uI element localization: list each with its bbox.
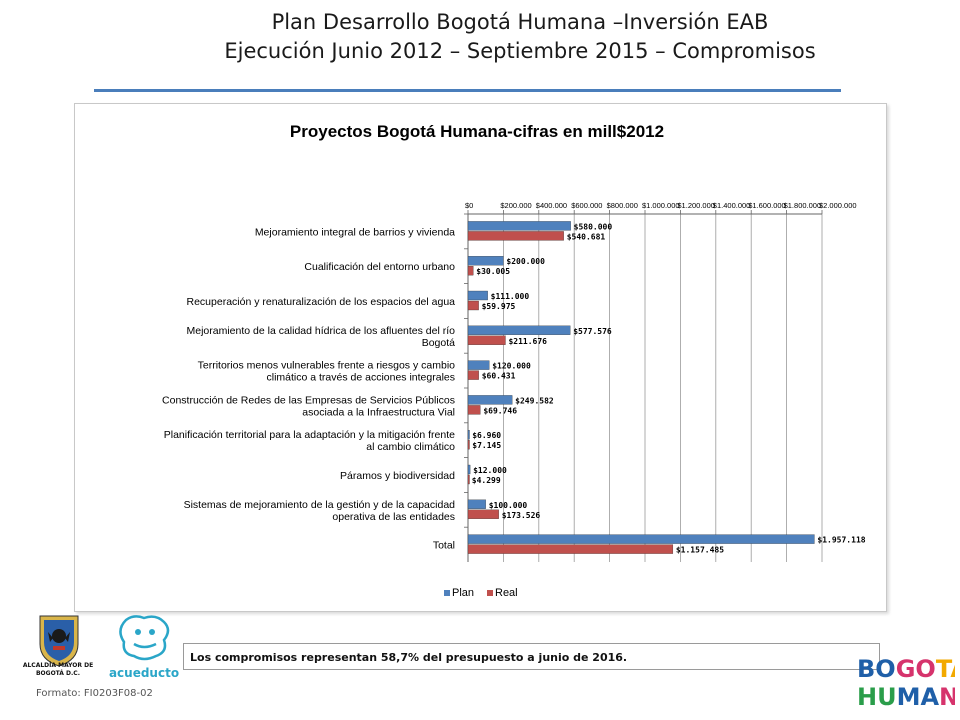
data-label-real: $211.676 — [508, 337, 547, 346]
legend-swatch-plan — [444, 590, 450, 596]
category-label: Páramos y biodiversidad — [340, 470, 455, 482]
legend-label-plan: Plan — [452, 587, 474, 599]
data-label-real: $60.431 — [482, 372, 516, 381]
bar-plan — [467, 221, 571, 231]
data-label-real: $173.526 — [502, 511, 541, 520]
bar-real — [467, 544, 674, 554]
chart-panel: Proyectos Bogotá Humana-cifras en mill$2… — [74, 103, 887, 612]
category-label: Construcción de Redes de las Empresas de… — [162, 394, 455, 406]
x-tick-label: $1.200.000 — [677, 201, 715, 210]
svg-text:BOGOTÁ: BOGOTÁ — [857, 654, 955, 683]
data-label-plan: $1.957.118 — [817, 536, 865, 545]
data-label-plan: $249.582 — [515, 396, 554, 405]
title-divider — [94, 89, 841, 92]
bar-real — [467, 405, 481, 415]
bar-plan — [467, 360, 490, 370]
bar-plan — [467, 395, 513, 405]
x-tick-label: $200.000 — [500, 201, 531, 210]
bar-plan — [467, 464, 471, 475]
acueducto-logo-text: acueducto — [108, 666, 180, 680]
chart-title: Proyectos Bogotá Humana-cifras en mill$2… — [290, 122, 664, 141]
category-label: Mejoramiento de la calidad hídrica de lo… — [187, 325, 456, 337]
category-label: Mejoramiento integral de barrios y vivie… — [255, 226, 455, 238]
bar-real — [467, 231, 564, 241]
bar-plan — [467, 534, 815, 544]
bar-chart: Proyectos Bogotá Humana-cifras en mill$2… — [162, 122, 866, 599]
data-label-plan: $577.576 — [573, 327, 612, 336]
category-label: Recuperación y renaturalización de los e… — [187, 296, 456, 308]
bar-plan — [467, 290, 488, 301]
bar-plan — [467, 430, 470, 440]
x-tick-label: $1.800.000 — [784, 201, 822, 210]
formato-code: Formato: FI0203F08-02 — [36, 688, 153, 699]
slide-title-line1: Plan Desarrollo Bogotá Humana –Inversión… — [271, 10, 769, 34]
svg-text:HUMANA: HUMANA — [857, 683, 955, 711]
x-tick-label: $800.000 — [607, 201, 638, 210]
data-label-real: $540.681 — [567, 232, 606, 241]
bar-real — [467, 440, 470, 450]
x-tick-label: $1.600.000 — [748, 201, 786, 210]
data-label-real: $1.157.485 — [676, 546, 724, 555]
data-label-real: $59.975 — [482, 302, 516, 311]
alcaldia-logo-text: ALCALDÍA MAYOR DE BOGOTÁ D.C. — [22, 662, 94, 677]
bar-real — [467, 335, 506, 345]
category-label: Cualificación del entorno urbano — [304, 261, 455, 273]
category-label: Bogotá — [422, 337, 455, 349]
data-label-plan: $100.000 — [489, 501, 528, 510]
bar-real — [467, 509, 499, 519]
x-tick-label: $400.000 — [536, 201, 567, 210]
category-label: Territorios menos vulnerables frente a r… — [198, 360, 456, 372]
x-tick-label: $0 — [465, 201, 473, 210]
category-label: al cambio climático — [366, 441, 455, 453]
data-label-real: $69.746 — [483, 406, 517, 415]
slide-title: Plan Desarrollo Bogotá Humana –Inversión… — [0, 8, 960, 66]
data-label-plan: $12.000 — [473, 466, 507, 475]
data-label-plan: $200.000 — [506, 257, 545, 266]
category-label: asociada a la Infraestructura Vial — [302, 406, 455, 418]
bar-real — [467, 370, 479, 380]
alcaldia-logo — [39, 615, 79, 667]
footer-note: Los compromisos representan 58,7% del pr… — [183, 643, 880, 670]
category-label: operativa de las entidades — [332, 511, 455, 523]
bar-real — [467, 300, 479, 311]
bar-real — [467, 266, 474, 276]
x-tick-label: $600.000 — [571, 201, 602, 210]
acueducto-logo — [119, 615, 170, 661]
category-label: Planificación territorial para la adapta… — [164, 429, 455, 441]
category-label: climático a través de acciones integrale… — [266, 372, 455, 384]
bar-plan — [467, 499, 486, 509]
category-label: Total — [433, 540, 455, 552]
data-label-plan: $580.000 — [574, 222, 613, 231]
bar-plan — [467, 256, 504, 266]
x-tick-label: $1.400.000 — [713, 201, 751, 210]
bar-real — [467, 474, 470, 485]
slide-title-line2: Ejecución Junio 2012 – Septiembre 2015 –… — [224, 39, 816, 63]
data-label-real: $7.145 — [472, 441, 501, 450]
data-label-plan: $6.960 — [472, 431, 501, 440]
category-label: Sistemas de mejoramiento de la gestión y… — [184, 499, 456, 511]
x-tick-label: $1.000.000 — [642, 201, 680, 210]
x-tick-label: $2.000.000 — [819, 201, 857, 210]
legend-label-real: Real — [495, 587, 518, 599]
data-label-plan: $120.000 — [492, 362, 531, 371]
legend-swatch-real — [487, 590, 493, 596]
bogota-humana-logo: BOGOTÁ HUMANA — [857, 654, 955, 711]
data-label-plan: $111.000 — [491, 292, 530, 301]
bar-plan — [467, 325, 571, 335]
data-label-real: $30.005 — [476, 267, 510, 276]
data-label-real: $4.299 — [472, 476, 501, 485]
